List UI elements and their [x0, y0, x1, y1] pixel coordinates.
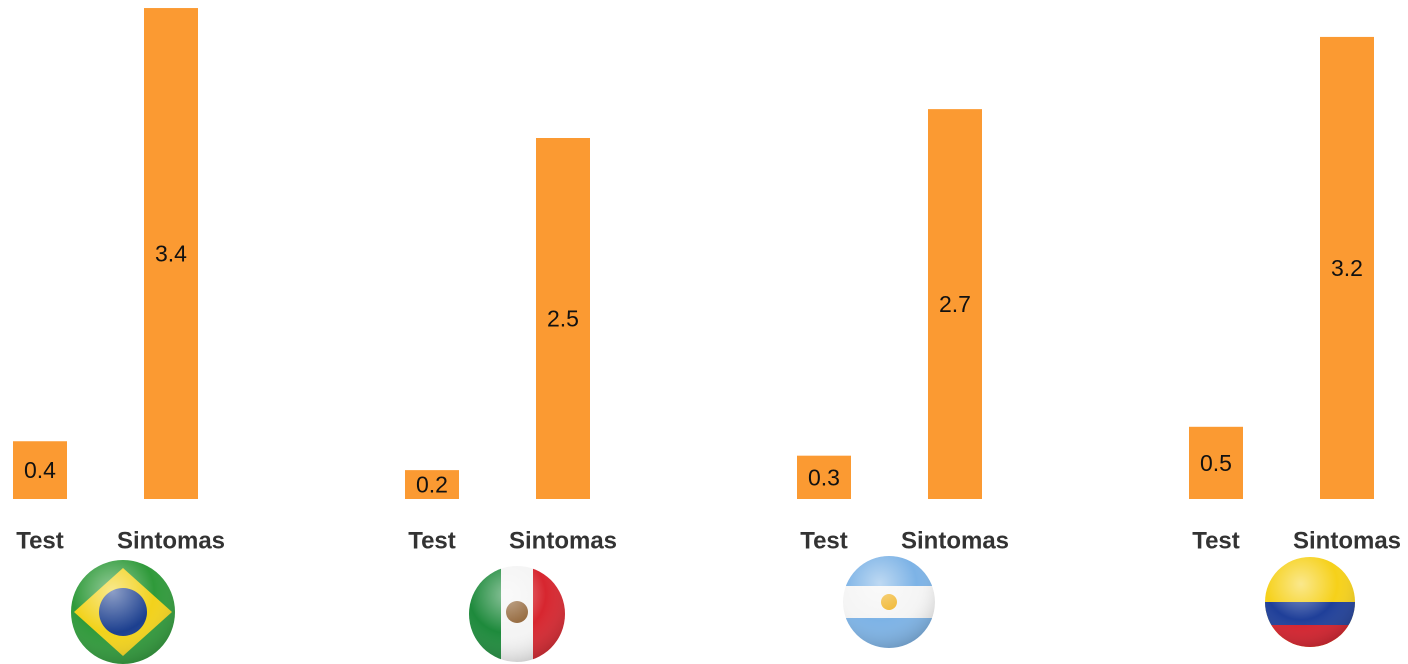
flag-brazil: [71, 560, 175, 664]
bar: [1189, 426, 1243, 499]
flag-colombia: [1265, 557, 1355, 647]
category-label: Test: [408, 527, 456, 554]
value-label: 0.2: [416, 472, 448, 498]
category-label: Sintomas: [1293, 527, 1401, 554]
category-label: Sintomas: [901, 527, 1009, 554]
bar: [928, 109, 982, 500]
flag-mexico: [469, 566, 565, 662]
value-label: 0.4: [24, 457, 56, 483]
flag-argentina: [843, 556, 935, 648]
bar: [144, 8, 198, 499]
value-label: 2.7: [939, 291, 971, 317]
bar: [536, 138, 590, 499]
category-label: Sintomas: [509, 527, 617, 554]
value-label: 0.3: [808, 464, 840, 490]
value-label: 3.2: [1331, 255, 1363, 281]
bar: [1320, 36, 1374, 500]
value-label: 0.5: [1200, 450, 1232, 476]
value-label: 3.4: [155, 241, 187, 267]
category-label: Test: [800, 527, 848, 554]
bar: [405, 470, 459, 499]
category-label: Test: [16, 527, 64, 554]
category-label: Test: [1192, 527, 1240, 554]
category-label: Sintomas: [117, 527, 225, 554]
bar: [13, 441, 67, 499]
value-label: 2.5: [547, 306, 579, 332]
bar: [797, 455, 851, 499]
